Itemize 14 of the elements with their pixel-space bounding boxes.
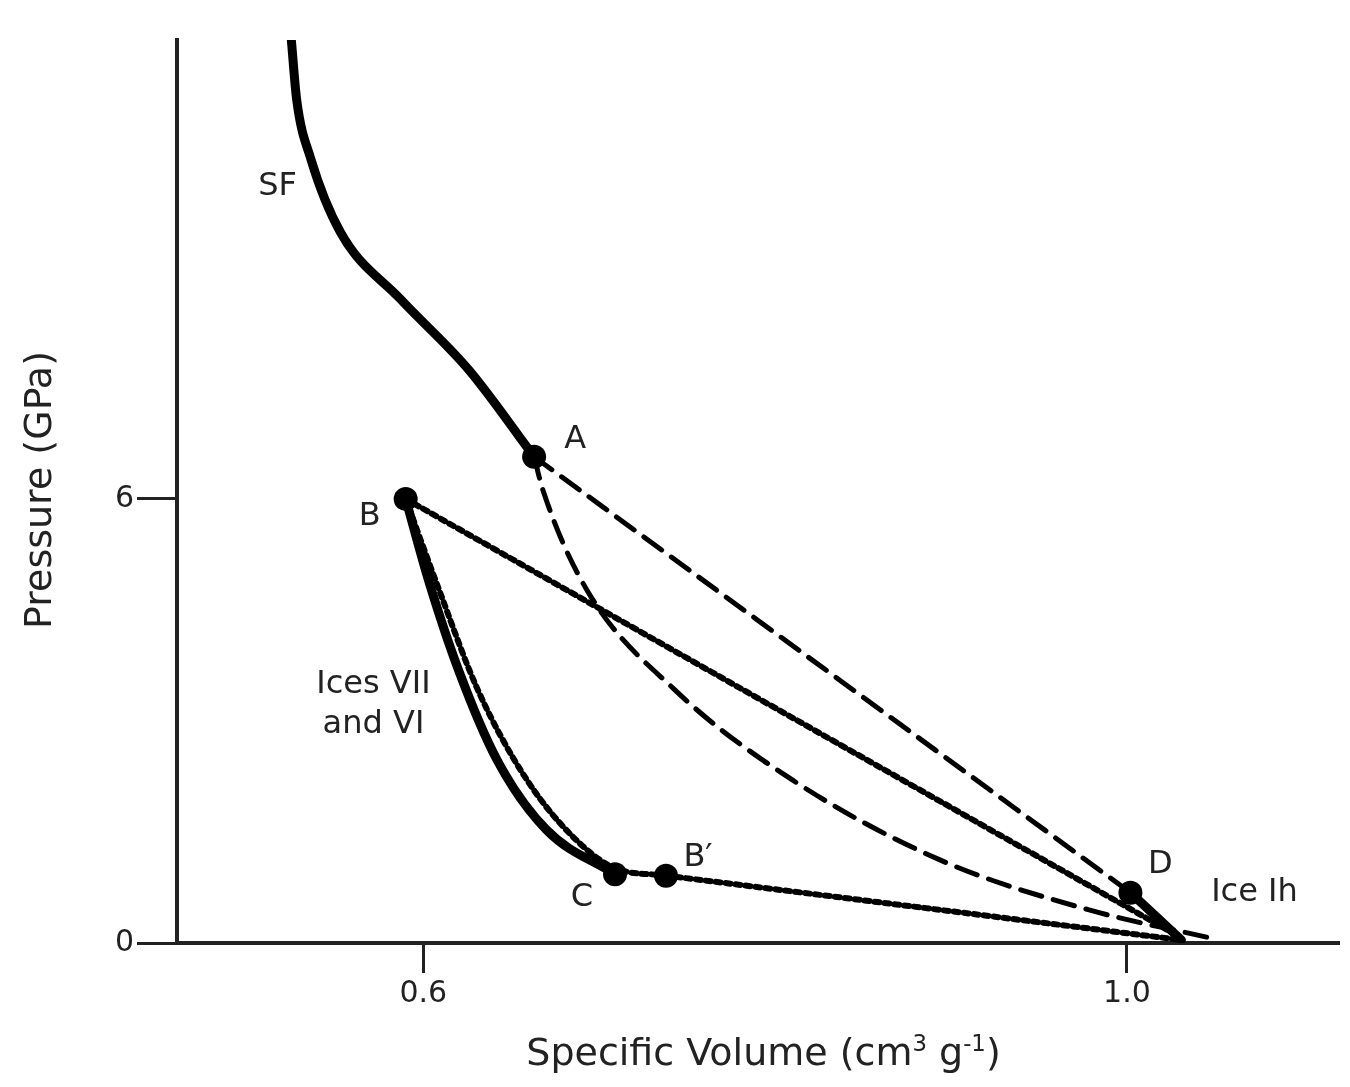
y-axis-title: Pressure (GPa): [16, 351, 60, 629]
annotation: Ice Ih: [1211, 871, 1298, 910]
x-tick-label: 1.0: [1103, 973, 1151, 1009]
annotation: Ices VII and VI: [316, 663, 431, 742]
annotation: B: [358, 495, 381, 534]
annotation: D: [1148, 842, 1173, 881]
annotation: SF: [258, 164, 297, 203]
y-tick-label: 6: [114, 478, 134, 514]
annotation: A: [564, 418, 587, 457]
y-tick-label: 0: [114, 922, 134, 958]
annotation: B′: [683, 835, 713, 874]
x-tick-label: 0.6: [399, 973, 448, 1009]
x-axis-title: Specific Volume (cm$^{3}$ g$^{-1}$): [525, 1030, 1002, 1074]
annotation: C: [570, 876, 594, 915]
